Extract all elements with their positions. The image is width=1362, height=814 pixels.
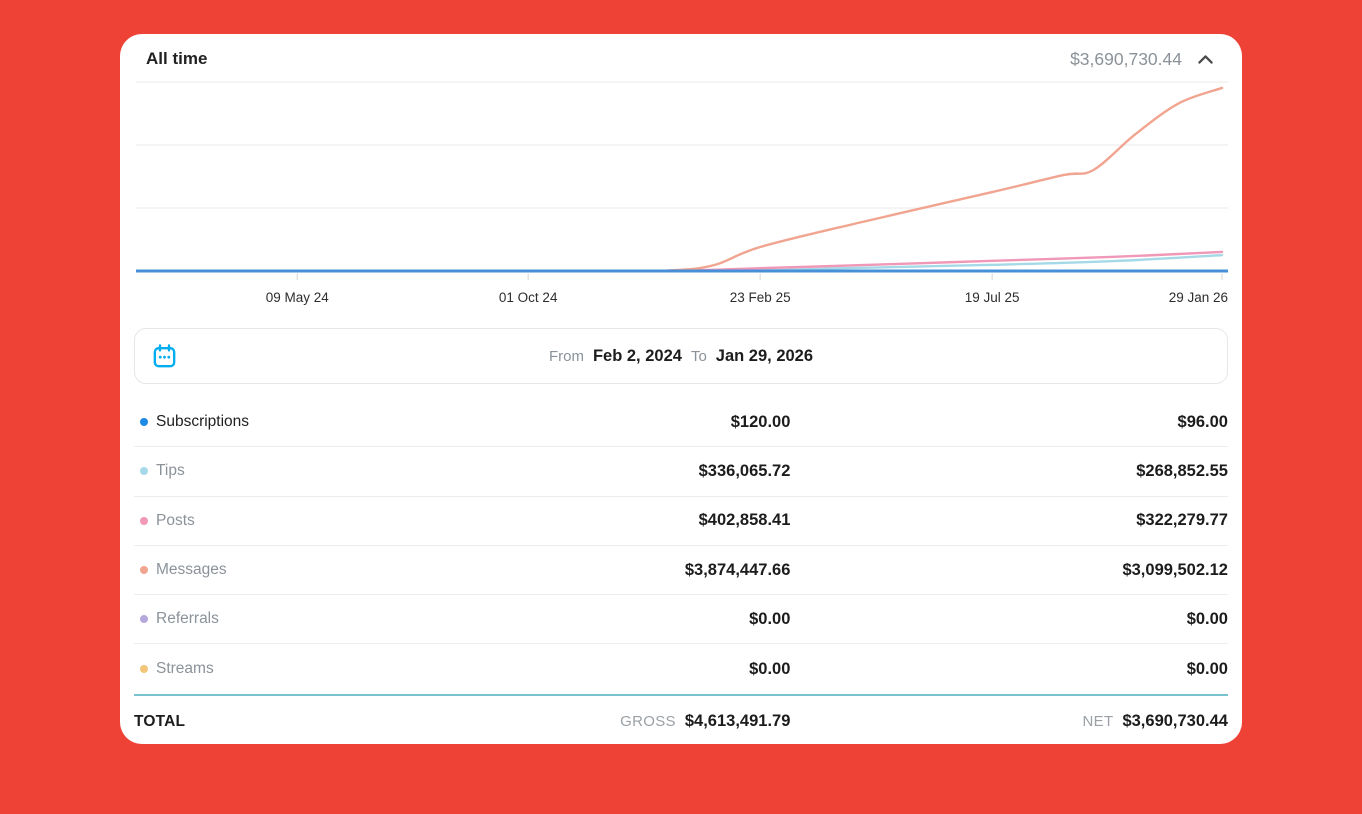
- x-axis-tick-label: 09 May 24: [265, 290, 329, 305]
- total-gross: GROSS $4,613,491.79: [429, 712, 790, 731]
- gross-value: $402,858.41: [698, 511, 791, 530]
- statistics-card: All time $3,690,730.44 09 May 24 01 Oct 2…: [120, 34, 1242, 744]
- to-date[interactable]: Jan 29, 2026: [715, 346, 814, 365]
- x-axis-tick-label: 29 Jan 26: [1168, 290, 1228, 305]
- table-row[interactable]: Subscriptions $120.00 $96.00: [134, 398, 1228, 448]
- table-row[interactable]: Referrals $0.00 $0.00: [134, 595, 1228, 645]
- gross-total-value: $4,613,491.79: [684, 712, 791, 731]
- header-total-amount: $3,690,730.44: [1070, 48, 1182, 69]
- net-total-value: $3,690,730.44: [1122, 712, 1228, 731]
- series-dot-icon: [140, 615, 148, 624]
- series-label: Referrals: [156, 610, 219, 628]
- calendar-icon: [151, 343, 178, 370]
- gross-value: $120.00: [730, 412, 791, 431]
- period-title: All time: [146, 49, 208, 68]
- total-label: TOTAL: [134, 712, 186, 730]
- series-dot-icon: [140, 467, 148, 476]
- series-dot-icon: [140, 516, 148, 525]
- table-row[interactable]: Messages $3,874,447.66 $3,099,502.12: [134, 546, 1228, 596]
- date-range-text: From Feb 2, 2024 To Jan 29, 2026: [549, 347, 813, 366]
- total-row: TOTAL GROSS $4,613,491.79 NET $3,690,730…: [134, 693, 1228, 744]
- table-row[interactable]: Posts $402,858.41 $322,279.77: [134, 497, 1228, 546]
- chevron-up-icon[interactable]: [1194, 48, 1216, 70]
- series-label: Posts: [156, 511, 195, 529]
- earnings-chart: 09 May 24 01 Oct 24 23 Feb 25 19 Jul 25 29 J…: [134, 78, 1228, 312]
- series-label: Tips: [156, 462, 185, 480]
- from-date[interactable]: Feb 2, 2024: [592, 346, 682, 365]
- series-dot-icon: [140, 418, 148, 427]
- gross-value: $0.00: [749, 659, 791, 678]
- earnings-table: Subscriptions $120.00 $96.00 Tips $336,065.7…: [134, 398, 1228, 694]
- series-label: Streams: [156, 660, 214, 678]
- earnings-chart-canvas: [136, 81, 1228, 280]
- gross-value: $336,065.72: [698, 461, 791, 480]
- table-row[interactable]: Tips $336,065.72 $268,852.55: [134, 447, 1228, 497]
- gross-value: $0.00: [749, 609, 791, 628]
- to-label: To: [690, 347, 707, 365]
- net-value: $322,279.77: [1136, 511, 1228, 530]
- net-label: NET: [1082, 713, 1114, 731]
- date-range-picker[interactable]: From Feb 2, 2024 To Jan 29, 2026: [134, 328, 1228, 384]
- table-row[interactable]: Streams $0.00 $0.00: [134, 644, 1228, 693]
- series-dot-icon: [140, 566, 148, 575]
- net-value: $0.00: [1186, 659, 1228, 678]
- gross-value: $3,874,447.66: [684, 560, 791, 579]
- total-net: NET $3,690,730.44: [790, 712, 1228, 731]
- x-axis-tick-label: 23 Feb 25: [729, 290, 791, 305]
- gross-label: GROSS: [620, 713, 676, 731]
- x-axis-labels: 09 May 24 01 Oct 24 23 Feb 25 19 Jul 25 29 J…: [134, 288, 1228, 312]
- series-label: Messages: [156, 561, 227, 579]
- series-label: Subscriptions: [156, 413, 250, 431]
- x-axis-tick-label: 19 Jul 25: [964, 290, 1020, 305]
- net-value: $268,852.55: [1136, 461, 1228, 480]
- net-value: $96.00: [1177, 412, 1228, 431]
- net-value: $0.00: [1186, 609, 1228, 628]
- from-label: From: [548, 347, 584, 365]
- card-header: All time $3,690,730.44: [120, 34, 1242, 78]
- net-value: $3,099,502.12: [1122, 560, 1228, 579]
- series-dot-icon: [140, 665, 148, 674]
- header-summary: $3,690,730.44: [1070, 48, 1216, 70]
- x-axis-tick-label: 01 Oct 24: [498, 290, 558, 305]
